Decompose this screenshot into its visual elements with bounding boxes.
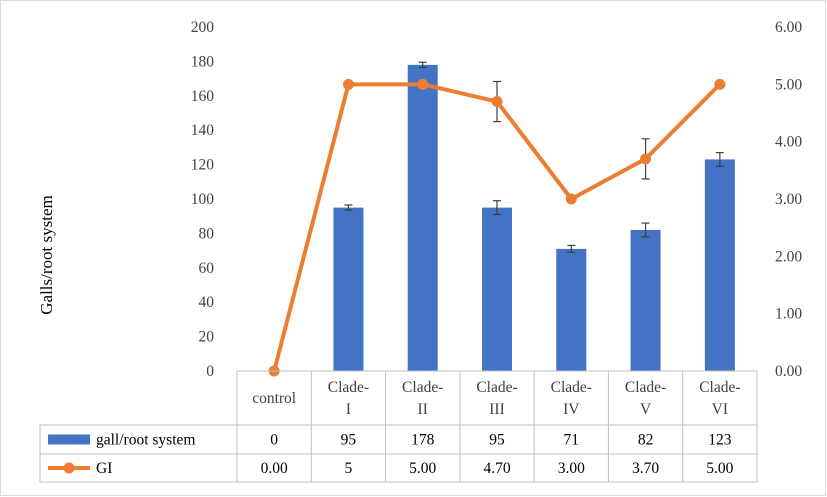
legend-key-marker <box>63 462 75 474</box>
right-tick-label: 0.00 <box>775 363 802 380</box>
bar-error-bars <box>344 61 724 253</box>
data-table: control Clade- I Clade- II Clade- III Clade- IV C… <box>39 370 758 483</box>
category-label: III <box>489 401 505 418</box>
category-label: Clade- <box>625 379 666 396</box>
gi-point <box>714 78 726 90</box>
right-axis-ticks: 0.00 1.00 2.00 3.00 4.00 5.00 6.00 <box>775 19 802 380</box>
table-cell: 123 <box>708 432 732 449</box>
table-cell: 3.00 <box>558 460 585 477</box>
left-tick-label: 180 <box>191 53 215 70</box>
right-tick-label: 1.00 <box>775 306 802 323</box>
right-tick-label: 4.00 <box>775 134 802 151</box>
table-cell: 5 <box>345 460 353 477</box>
category-label: Clade- <box>476 379 517 396</box>
category-label: Clade- <box>402 379 443 396</box>
legend-key-bars <box>48 434 90 445</box>
category-label: control <box>252 390 296 407</box>
right-tick-label: 6.00 <box>775 19 802 36</box>
left-tick-label: 60 <box>199 260 215 277</box>
category-label: Clade- <box>551 379 592 396</box>
left-tick-label: 200 <box>191 19 215 36</box>
left-axis-ticks: 0 20 40 60 80 100 120 140 160 180 200 <box>191 19 215 380</box>
gi-point <box>640 153 652 165</box>
table-cell: 0.00 <box>261 460 288 477</box>
table-cell: 4.70 <box>483 460 510 477</box>
table-cell: 82 <box>638 432 654 449</box>
bar <box>482 207 512 371</box>
left-tick-label: 120 <box>191 157 215 174</box>
category-label: V <box>640 401 652 418</box>
left-tick-label: 160 <box>191 88 215 105</box>
table-cell: 3.70 <box>632 460 659 477</box>
gi-point <box>342 78 354 90</box>
table-cell: 95 <box>489 432 505 449</box>
table-cell: 5.00 <box>409 460 436 477</box>
category-label: II <box>418 401 428 418</box>
category-label: I <box>346 401 351 418</box>
bar <box>407 64 438 371</box>
bar <box>704 159 735 371</box>
gi-point <box>491 96 503 108</box>
category-label: VI <box>712 401 728 418</box>
category-label: Clade- <box>328 379 369 396</box>
gi-point <box>565 193 577 205</box>
y-axis-label: Galls/root system <box>37 195 56 314</box>
legend-label-line: GI <box>96 460 112 477</box>
right-tick-label: 5.00 <box>775 76 802 93</box>
bar <box>333 207 364 371</box>
line-series <box>268 78 726 377</box>
left-tick-label: 20 <box>199 329 215 346</box>
left-tick-label: 40 <box>199 294 215 311</box>
legend-label-bars: gall/root system <box>96 432 195 449</box>
gi-point <box>417 78 429 90</box>
table-cell: 178 <box>411 432 435 449</box>
bar-series <box>333 64 735 371</box>
table-cell: 71 <box>564 432 580 449</box>
table-cell: 0 <box>270 432 278 449</box>
table-cell: 95 <box>341 432 357 449</box>
left-tick-label: 100 <box>191 191 215 208</box>
right-tick-label: 2.00 <box>775 248 802 265</box>
right-tick-label: 3.00 <box>775 191 802 208</box>
left-tick-label: 140 <box>191 122 215 139</box>
category-label: Clade- <box>699 379 740 396</box>
left-tick-label: 80 <box>199 225 215 242</box>
category-label: IV <box>563 401 580 418</box>
left-tick-label: 0 <box>206 363 214 380</box>
bar <box>556 248 587 371</box>
table-cell: 5.00 <box>706 460 733 477</box>
bar <box>630 229 661 371</box>
